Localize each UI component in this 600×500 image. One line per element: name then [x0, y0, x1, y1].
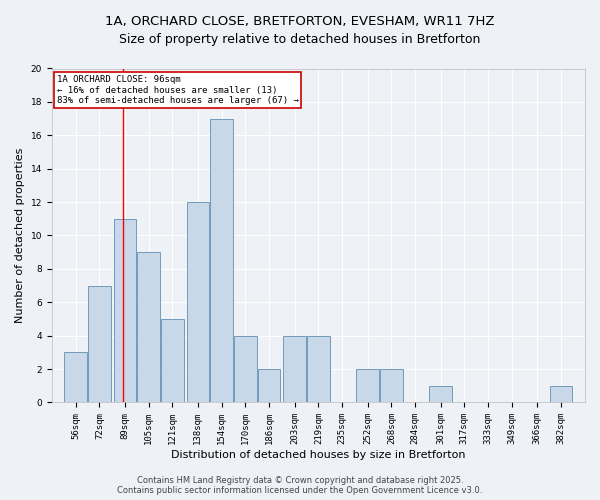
Bar — [356, 369, 379, 402]
Bar — [161, 319, 184, 402]
Bar — [137, 252, 160, 402]
Bar — [430, 386, 452, 402]
Bar — [113, 219, 136, 402]
Text: Contains HM Land Registry data © Crown copyright and database right 2025.
Contai: Contains HM Land Registry data © Crown c… — [118, 476, 482, 495]
Bar — [258, 369, 280, 402]
Y-axis label: Number of detached properties: Number of detached properties — [15, 148, 25, 323]
Text: 1A ORCHARD CLOSE: 96sqm
← 16% of detached houses are smaller (13)
83% of semi-de: 1A ORCHARD CLOSE: 96sqm ← 16% of detache… — [56, 75, 298, 105]
Bar — [234, 336, 257, 402]
Bar — [550, 386, 572, 402]
X-axis label: Distribution of detached houses by size in Bretforton: Distribution of detached houses by size … — [171, 450, 466, 460]
Bar — [88, 286, 110, 403]
Bar — [307, 336, 329, 402]
Text: 1A, ORCHARD CLOSE, BRETFORTON, EVESHAM, WR11 7HZ: 1A, ORCHARD CLOSE, BRETFORTON, EVESHAM, … — [105, 15, 495, 28]
Bar — [283, 336, 306, 402]
Bar — [380, 369, 403, 402]
Bar — [187, 202, 209, 402]
Bar — [64, 352, 87, 403]
Text: Size of property relative to detached houses in Bretforton: Size of property relative to detached ho… — [119, 32, 481, 46]
Bar — [211, 118, 233, 403]
